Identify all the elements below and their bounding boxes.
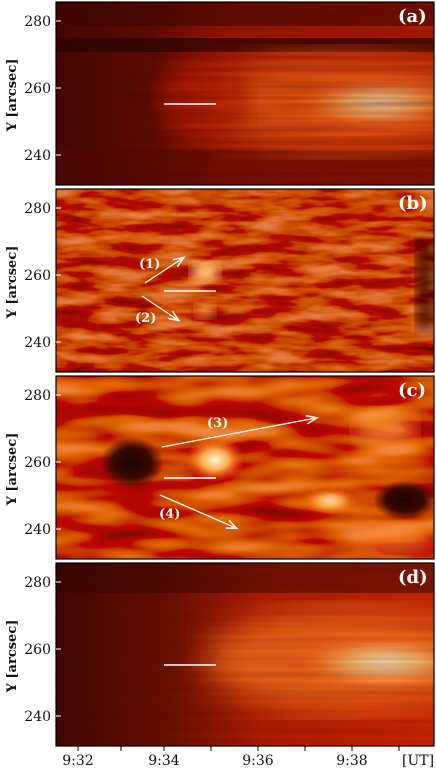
- x-tick-label: 9:38: [336, 753, 367, 769]
- annotation-1: (1): [139, 257, 160, 272]
- panel-tag-b: (b): [398, 193, 428, 214]
- panel-a: [56, 2, 434, 185]
- y-axis-label-b: Y [arcsec]: [5, 246, 20, 320]
- x-axis-unit: [UT]: [402, 753, 434, 769]
- annotation-2: (2): [135, 311, 156, 326]
- y-tick-label: 280: [24, 575, 51, 591]
- y-tick-label: 240: [24, 709, 51, 725]
- y-tick-label: 260: [24, 268, 51, 284]
- y-tick-label: 280: [24, 388, 51, 404]
- annotation-3: (3): [207, 416, 228, 431]
- y-ticks: 280 260 240 280 260 240 280 260 240 280 260 240: [24, 14, 61, 725]
- y-tick-label: 280: [24, 201, 51, 217]
- x-ticks: 9:32 9:34 9:36 9:38: [62, 746, 400, 769]
- y-axis-label-d: Y [arcsec]: [5, 620, 20, 694]
- x-tick-label: 9:32: [62, 753, 93, 769]
- y-tick-label: 240: [24, 335, 51, 351]
- x-tick-label: 9:36: [242, 753, 274, 769]
- panel-b: [56, 189, 434, 372]
- y-tick-label: 260: [24, 81, 51, 97]
- annotation-4: (4): [159, 507, 180, 522]
- x-tick-label: 9:34: [148, 753, 180, 769]
- y-axis-label-a: Y [arcsec]: [5, 59, 20, 133]
- arrow-2: [141, 295, 181, 322]
- y-tick-label: 260: [24, 455, 51, 471]
- panel-tag-a: (a): [398, 6, 427, 27]
- panel-d: [56, 563, 434, 746]
- arrow-3: [161, 414, 319, 448]
- y-axis-label-c: Y [arcsec]: [5, 433, 20, 507]
- panel-tag-d: (d): [398, 567, 428, 588]
- y-tick-label: 260: [24, 642, 51, 658]
- panel-tag-c: (c): [398, 380, 426, 401]
- y-tick-label: 240: [24, 522, 51, 538]
- arrow-1: [144, 256, 186, 284]
- y-tick-label: 240: [24, 148, 51, 164]
- panel-c: [56, 376, 434, 559]
- y-tick-label: 280: [24, 14, 51, 30]
- arrow-4: [159, 494, 239, 530]
